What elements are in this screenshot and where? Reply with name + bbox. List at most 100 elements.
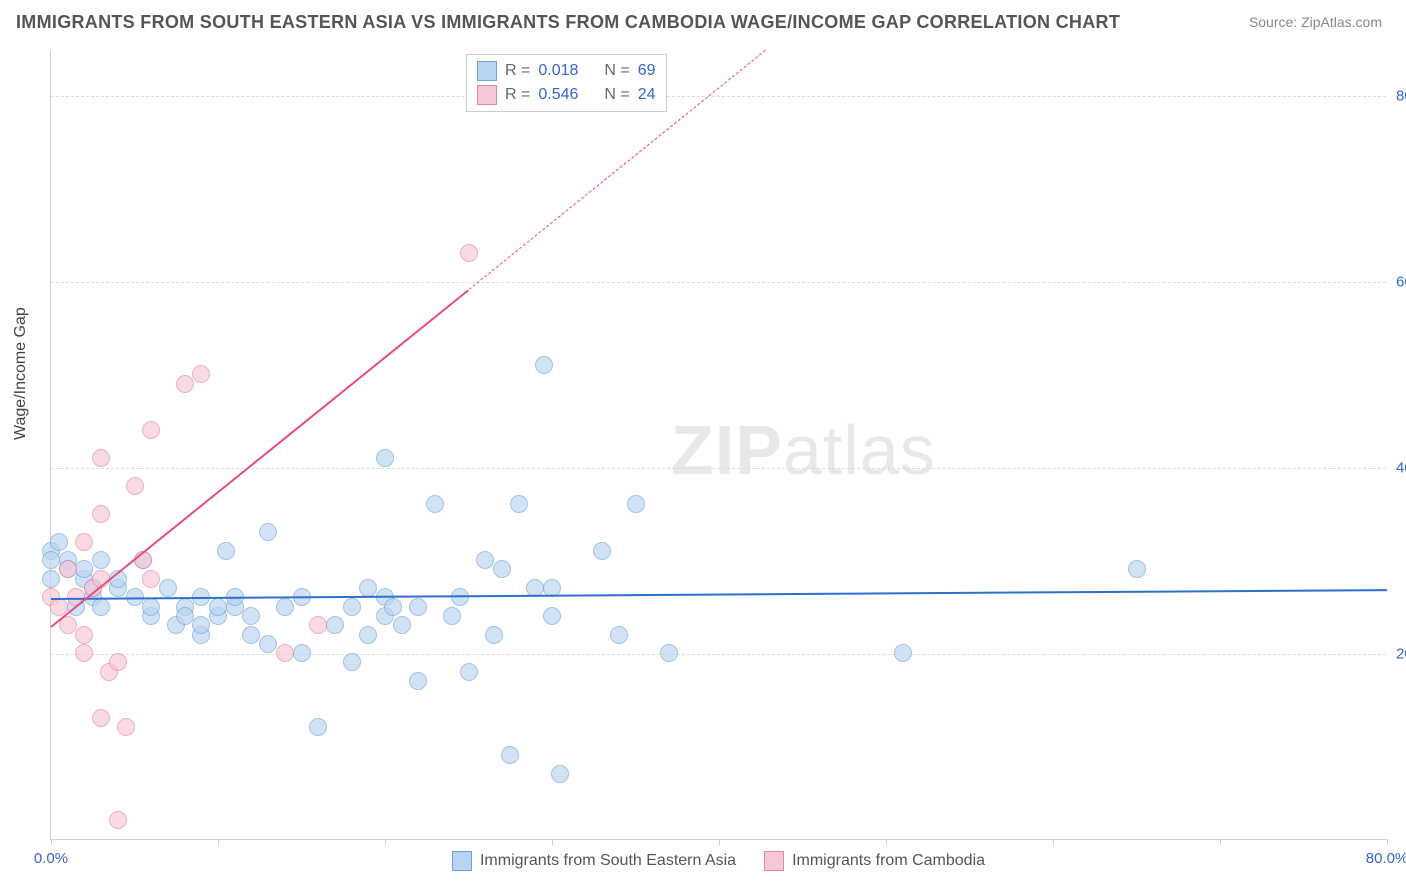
- scatter-point: [109, 653, 127, 671]
- trend-line: [51, 589, 1387, 600]
- scatter-point: [50, 533, 68, 551]
- legend-row: R =0.018N =69: [477, 59, 656, 83]
- legend-n-label: N =: [604, 62, 629, 80]
- scatter-point: [142, 421, 160, 439]
- legend-series-item: Immigrants from Cambodia: [764, 851, 985, 871]
- scatter-point: [92, 449, 110, 467]
- scatter-point: [242, 607, 260, 625]
- scatter-point: [75, 560, 93, 578]
- scatter-point: [460, 663, 478, 681]
- legend-row: R =0.546N =24: [477, 83, 656, 107]
- x-tick: [1220, 839, 1221, 845]
- scatter-point: [126, 477, 144, 495]
- x-tick: [51, 839, 52, 845]
- legend-n-label: N =: [604, 86, 629, 104]
- scatter-point: [376, 449, 394, 467]
- y-axis-label: Wage/Income Gap: [12, 307, 30, 440]
- scatter-point: [426, 495, 444, 513]
- x-tick: [385, 839, 386, 845]
- legend-series-label: Immigrants from Cambodia: [792, 852, 985, 870]
- scatter-point: [59, 560, 77, 578]
- scatter-point: [610, 626, 628, 644]
- legend-r-label: R =: [505, 86, 530, 104]
- scatter-point: [75, 644, 93, 662]
- scatter-point: [159, 579, 177, 597]
- scatter-point: [409, 672, 427, 690]
- scatter-point: [551, 765, 569, 783]
- scatter-point: [493, 560, 511, 578]
- scatter-point: [535, 356, 553, 374]
- scatter-point: [593, 542, 611, 560]
- gridline: [51, 282, 1386, 283]
- scatter-point: [109, 811, 127, 829]
- x-tick: [552, 839, 553, 845]
- scatter-point: [92, 709, 110, 727]
- gridline: [51, 96, 1386, 97]
- scatter-point: [209, 598, 227, 616]
- scatter-point: [393, 616, 411, 634]
- scatter-point: [92, 505, 110, 523]
- y-tick-label: 60.0%: [1396, 274, 1406, 291]
- scatter-point: [259, 635, 277, 653]
- legend-swatch: [764, 851, 784, 871]
- scatter-point: [276, 644, 294, 662]
- x-tick: [886, 839, 887, 845]
- legend-series: Immigrants from South Eastern Asia Immigr…: [51, 851, 1386, 871]
- legend-n-value: 69: [638, 62, 656, 80]
- scatter-point: [176, 607, 194, 625]
- gridline: [51, 468, 1386, 469]
- scatter-point: [343, 598, 361, 616]
- scatter-point: [75, 533, 93, 551]
- scatter-point: [75, 626, 93, 644]
- x-tick: [1387, 839, 1388, 845]
- scatter-point: [476, 551, 494, 569]
- scatter-point: [510, 495, 528, 513]
- scatter-point: [460, 244, 478, 262]
- watermark: ZIPatlas: [671, 410, 936, 490]
- scatter-point: [142, 598, 160, 616]
- scatter-point: [627, 495, 645, 513]
- scatter-point: [894, 644, 912, 662]
- watermark-bold: ZIP: [671, 411, 783, 489]
- scatter-point: [485, 626, 503, 644]
- legend-series-label: Immigrants from South Eastern Asia: [480, 852, 736, 870]
- x-tick: [1053, 839, 1054, 845]
- scatter-point: [309, 616, 327, 634]
- scatter-point: [42, 570, 60, 588]
- scatter-point: [359, 626, 377, 644]
- scatter-point: [293, 644, 311, 662]
- scatter-point: [42, 551, 60, 569]
- y-tick-label: 80.0%: [1396, 88, 1406, 105]
- scatter-point: [501, 746, 519, 764]
- source-label: Source: ZipAtlas.com: [1249, 14, 1382, 30]
- y-tick-label: 40.0%: [1396, 460, 1406, 477]
- legend-correlation-box: R =0.018N =69R =0.546N =24: [466, 54, 667, 112]
- trend-line: [50, 290, 469, 628]
- x-tick: [719, 839, 720, 845]
- watermark-rest: atlas: [783, 411, 936, 489]
- scatter-point: [92, 551, 110, 569]
- y-tick-label: 20.0%: [1396, 646, 1406, 663]
- scatter-point: [343, 653, 361, 671]
- scatter-point: [326, 616, 344, 634]
- chart-title: IMMIGRANTS FROM SOUTH EASTERN ASIA VS IM…: [16, 12, 1120, 33]
- scatter-point: [660, 644, 678, 662]
- scatter-point: [359, 579, 377, 597]
- scatter-point: [409, 598, 427, 616]
- scatter-point: [309, 718, 327, 736]
- scatter-point: [176, 375, 194, 393]
- scatter-point: [192, 616, 210, 634]
- chart-plot-area: ZIPatlas 20.0%40.0%60.0%80.0%0.0%80.0%R …: [50, 50, 1386, 840]
- scatter-point: [276, 598, 294, 616]
- legend-series-item: Immigrants from South Eastern Asia: [452, 851, 736, 871]
- legend-swatch: [477, 85, 497, 105]
- legend-swatch: [452, 851, 472, 871]
- scatter-point: [451, 588, 469, 606]
- scatter-point: [217, 542, 235, 560]
- gridline: [51, 654, 1386, 655]
- scatter-point: [1128, 560, 1146, 578]
- scatter-point: [242, 626, 260, 644]
- scatter-point: [443, 607, 461, 625]
- legend-r-value: 0.018: [538, 62, 578, 80]
- legend-r-value: 0.546: [538, 86, 578, 104]
